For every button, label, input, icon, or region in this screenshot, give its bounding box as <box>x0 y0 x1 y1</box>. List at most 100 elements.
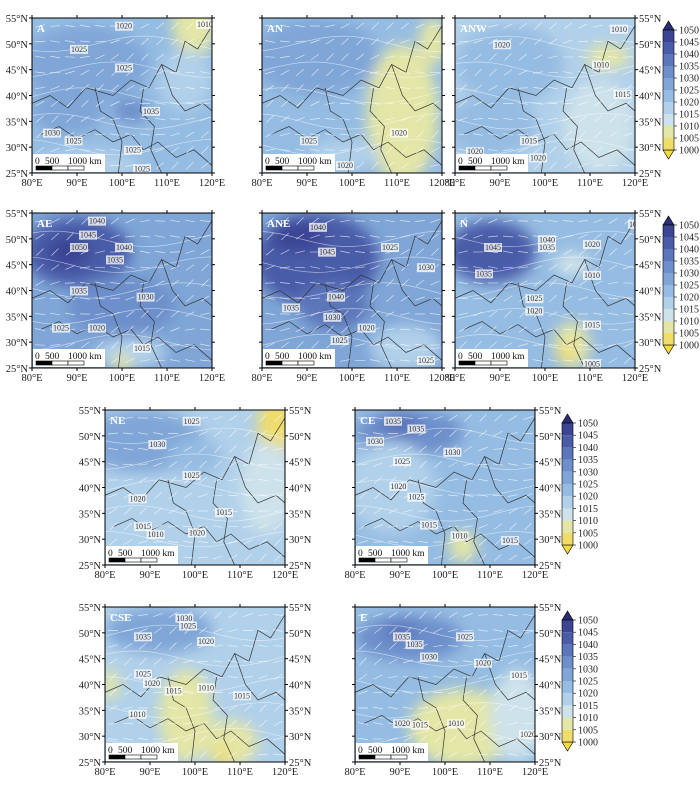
y-tick-label: 40°N <box>79 681 102 692</box>
y-tick-label: 55°N <box>79 603 102 614</box>
colorbar-over <box>562 414 573 423</box>
colorbar-swatch <box>562 460 573 472</box>
colorbar-label: 1050 <box>578 616 598 627</box>
contour-label: 1035 <box>476 269 492 278</box>
contour-label: 1015 <box>134 344 150 353</box>
x-tick-label: 90°E <box>489 373 510 384</box>
colorbar-label: 1000 <box>578 541 598 552</box>
y-tick-label: 35°N <box>6 117 29 128</box>
y-tick-label: 40°N <box>289 681 312 692</box>
contour-label: 1010 <box>584 271 600 280</box>
colorbar-label: 1050 <box>679 26 699 37</box>
contour-label: 1030 <box>444 448 460 457</box>
scale-label: 1000 km <box>491 157 525 167</box>
colorbar-label: 1000 <box>679 146 699 157</box>
pressure-blob <box>168 438 222 475</box>
contour-label: 1020 <box>520 730 536 739</box>
scale-label: 1000 km <box>298 352 332 362</box>
y-tick-label: 35°N <box>639 117 662 128</box>
y-tick-label: 25°N <box>289 561 312 572</box>
colorbar-label: 1025 <box>578 480 598 491</box>
y-tick-label: 40°N <box>6 287 29 298</box>
colorbar-swatch <box>663 66 674 78</box>
contour-label: 1040 <box>310 223 326 232</box>
colorbar-label: 1045 <box>578 628 598 639</box>
scale-label: 500 <box>118 746 133 756</box>
x-tick-label: 80°E <box>444 373 465 384</box>
scale-label: 0 <box>265 352 270 362</box>
scale-label: 0 <box>35 352 40 362</box>
colorbar-label: 1020 <box>578 689 598 700</box>
colorbar-swatch <box>562 632 573 644</box>
contour-label: 1010 <box>611 25 627 34</box>
contour-label: 1025 <box>135 670 151 679</box>
colorbar-swatch <box>562 484 573 496</box>
colorbar-label: 1025 <box>679 86 699 97</box>
colorbar-label: 1045 <box>679 233 699 244</box>
y-tick-label: 30°N <box>79 535 102 546</box>
colorbar-label: 1030 <box>578 664 598 675</box>
panel-label: CE <box>360 415 375 427</box>
y-tick-label: 50°N <box>289 629 312 640</box>
colorbar-swatch <box>562 669 573 681</box>
y-tick-label: 55°N <box>539 406 562 417</box>
y-tick-label: 40°N <box>539 484 562 495</box>
contour-label: 1025 <box>394 457 410 466</box>
contour-label: 1025 <box>116 64 132 73</box>
colorbar-label: 1050 <box>679 221 699 232</box>
contour-label: 1020 <box>526 307 542 316</box>
colorbar-label: 1035 <box>679 62 699 73</box>
y-tick-label: 25°N <box>639 169 662 180</box>
colorbar-swatch <box>663 273 674 285</box>
pressure-blob <box>158 49 212 111</box>
contour-label: 1015 <box>502 536 518 545</box>
colorbar-swatch <box>562 693 573 705</box>
colorbar-swatch <box>562 730 573 742</box>
contour-label: 1025 <box>125 146 141 155</box>
y-tick-label: 35°N <box>289 509 312 520</box>
colorbar-label: 1000 <box>679 341 699 352</box>
contour-label: 1030 <box>44 129 60 138</box>
colorbar-label: 1025 <box>679 281 699 292</box>
colorbar-swatch <box>663 261 674 273</box>
contour-label: 1015 <box>521 136 537 145</box>
x-tick-label: 120°E <box>199 373 225 384</box>
contour-label: 1010 <box>593 60 609 69</box>
contour-label: 1025 <box>382 243 398 252</box>
panel-label: NE <box>110 415 125 427</box>
colorbar-label: 1030 <box>679 269 699 280</box>
y-tick-label: 25°N <box>289 758 312 769</box>
scale-label: 0 <box>358 549 363 559</box>
contour-label: 1045 <box>80 231 96 240</box>
y-tick-label: 35°N <box>539 706 562 717</box>
colorbar-swatch <box>663 333 674 345</box>
x-tick-label: 110°E <box>384 178 410 189</box>
contour-label: 1015 <box>412 721 428 730</box>
scale-label: 1000 km <box>141 549 175 559</box>
colorbar-swatch <box>663 78 674 90</box>
colorbar: 1000100510101015102010251030103510401045… <box>562 611 598 751</box>
colorbar-over <box>663 216 674 225</box>
y-tick-label: 45°N <box>639 261 662 272</box>
y-tick-label: 40°N <box>639 92 662 103</box>
colorbar-swatch <box>663 225 674 237</box>
scale-label: 1000 km <box>141 746 175 756</box>
colorbar-label: 1030 <box>679 74 699 85</box>
colorbar-label: 1005 <box>679 134 699 145</box>
colorbar-label: 1015 <box>578 701 598 712</box>
scale-label: 0 <box>35 157 40 167</box>
pressure-blob <box>490 669 544 762</box>
y-tick-label: 55°N <box>539 603 562 614</box>
contour-label: 1020 <box>359 324 375 333</box>
x-tick-label: 80°E <box>251 373 272 384</box>
contour-label: 1045 <box>485 243 501 252</box>
contour-label: 1025 <box>301 136 317 145</box>
colorbar-swatch <box>663 30 674 42</box>
colorbar-swatch <box>562 435 573 447</box>
x-tick-label: 100°E <box>182 767 208 778</box>
contour-label: 1020 <box>130 494 146 503</box>
